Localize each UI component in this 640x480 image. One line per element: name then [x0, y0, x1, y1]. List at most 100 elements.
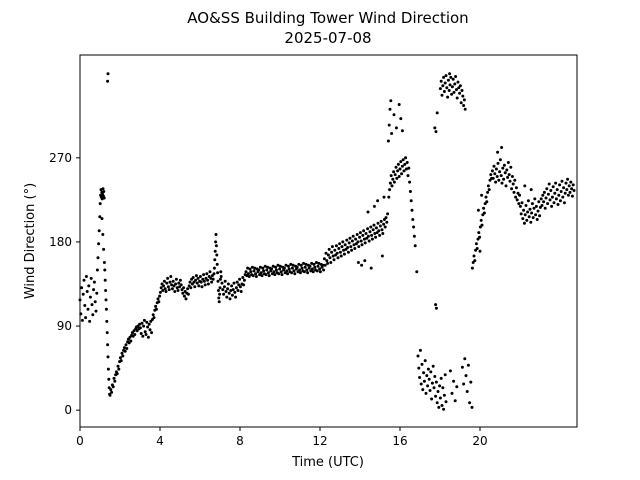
data-point — [123, 349, 127, 353]
x-tick-label: 4 — [156, 434, 164, 448]
data-point — [142, 318, 146, 322]
data-point — [443, 81, 447, 85]
data-point — [146, 325, 150, 329]
data-point — [102, 247, 106, 251]
data-point — [419, 382, 423, 386]
data-point — [350, 239, 354, 243]
data-point — [477, 231, 481, 235]
data-point — [108, 393, 112, 397]
data-point — [85, 290, 89, 293]
data-point — [459, 101, 463, 105]
data-point — [284, 263, 288, 267]
data-point — [159, 286, 163, 290]
data-point — [567, 184, 571, 188]
data-point — [448, 72, 452, 76]
data-point — [353, 247, 357, 250]
data-point — [494, 180, 498, 184]
data-point — [480, 193, 484, 197]
data-point — [141, 334, 145, 338]
data-point — [536, 209, 540, 213]
data-point — [513, 178, 517, 182]
data-point — [434, 303, 438, 307]
data-point — [508, 179, 512, 183]
data-point — [450, 85, 454, 89]
data-point — [193, 285, 197, 289]
data-point — [88, 295, 92, 299]
data-point — [463, 357, 467, 361]
data-point — [404, 167, 408, 171]
data-point — [219, 270, 223, 274]
data-point — [507, 173, 511, 177]
data-point — [143, 330, 147, 334]
data-point — [258, 265, 262, 269]
data-point — [486, 190, 490, 194]
data-point — [239, 290, 243, 293]
data-point — [298, 271, 302, 275]
data-point — [522, 208, 526, 212]
data-point — [215, 253, 219, 257]
data-point — [146, 335, 150, 339]
data-point — [96, 256, 100, 260]
data-point — [238, 277, 242, 281]
data-point — [537, 200, 541, 204]
data-point — [223, 279, 227, 283]
data-point — [446, 95, 450, 99]
data-point — [140, 321, 144, 325]
data-point — [276, 263, 280, 267]
data-point — [165, 281, 169, 285]
data-point — [366, 234, 370, 238]
data-point — [215, 262, 219, 266]
data-point — [518, 193, 522, 197]
data-point — [186, 292, 190, 296]
data-point — [434, 306, 438, 310]
data-point — [262, 269, 266, 273]
data-point — [566, 193, 570, 197]
data-point — [503, 171, 507, 175]
data-point — [347, 241, 351, 245]
data-point — [349, 245, 353, 249]
data-point — [548, 198, 552, 202]
data-point — [106, 343, 110, 347]
data-point — [101, 187, 105, 191]
data-point — [214, 240, 218, 244]
data-point — [376, 221, 380, 225]
data-point — [336, 256, 340, 260]
data-point — [402, 169, 406, 173]
data-point — [103, 268, 107, 272]
data-point — [472, 254, 476, 258]
data-point — [263, 264, 267, 268]
data-point — [242, 283, 246, 287]
data-point — [84, 316, 88, 320]
data-point — [541, 193, 545, 197]
data-point — [229, 289, 233, 292]
data-point — [408, 180, 412, 184]
data-point — [235, 280, 239, 284]
data-point — [381, 232, 385, 235]
data-point — [216, 289, 220, 292]
data-point — [313, 265, 317, 269]
data-point — [441, 84, 445, 88]
data-point — [560, 179, 564, 183]
data-point — [342, 248, 346, 252]
data-point — [561, 195, 565, 199]
data-point — [203, 283, 207, 287]
data-point — [515, 198, 519, 202]
data-point — [557, 193, 561, 197]
data-point — [463, 107, 467, 111]
data-point — [399, 160, 403, 164]
data-point — [494, 167, 498, 171]
data-point — [216, 279, 220, 283]
data-point — [273, 273, 277, 277]
data-point — [323, 263, 327, 267]
data-point — [501, 166, 505, 170]
data-point — [370, 233, 374, 237]
data-point — [491, 176, 495, 180]
data-point — [362, 237, 366, 241]
data-point — [316, 264, 320, 268]
data-point — [396, 169, 400, 173]
data-point — [434, 380, 438, 384]
data-point — [197, 284, 201, 288]
y-tick-label: 90 — [57, 319, 72, 333]
data-point — [293, 272, 297, 276]
data-point — [454, 88, 458, 92]
